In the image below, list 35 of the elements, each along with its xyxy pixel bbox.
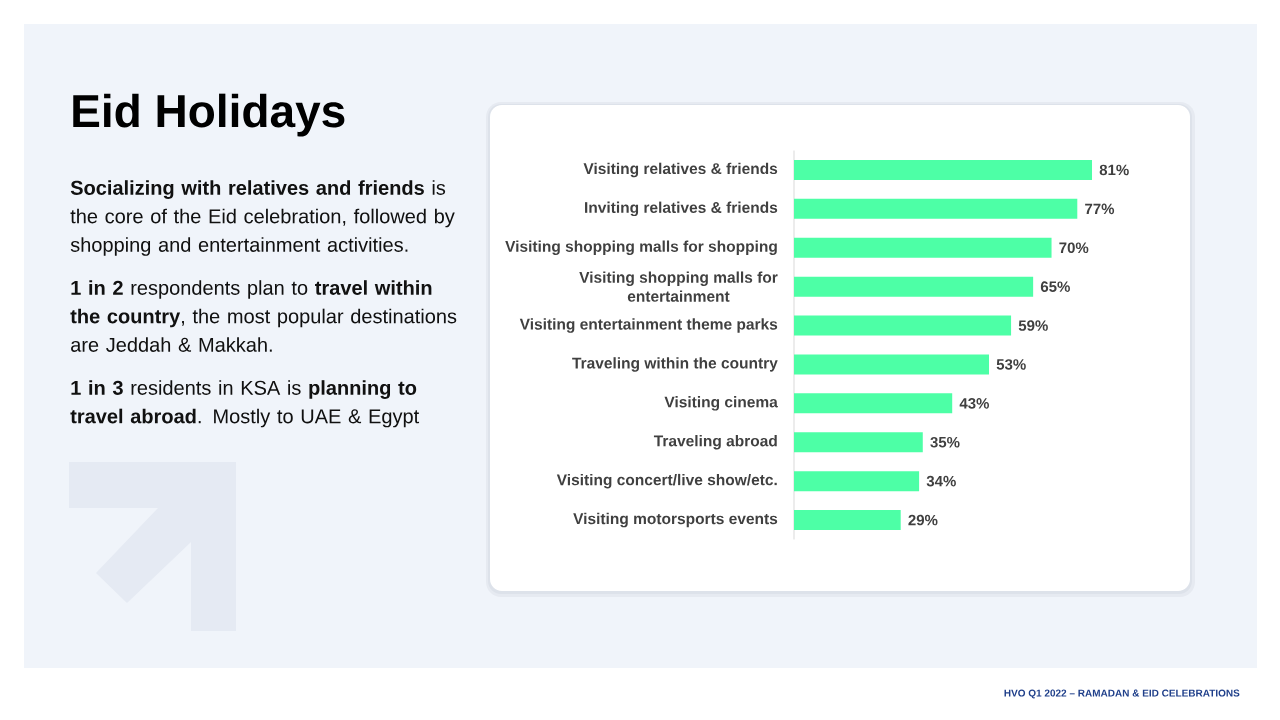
data-label: 53% xyxy=(996,359,1026,370)
data-label: 43% xyxy=(959,398,990,409)
y-tick-label: Visiting cinema xyxy=(664,396,778,411)
bar xyxy=(794,510,901,531)
y-tick-label: Visiting motorsports events xyxy=(573,512,778,528)
text: Socializing with relatives and friends is the core of the Eid celebration, followed by shopping and entertainment activities. xyxy=(70,180,455,256)
text: Eid Holidays xyxy=(73,93,345,137)
y-tick-label: Visiting entertainment theme parks xyxy=(519,318,778,333)
text: 1 in 2 respondents plan to travel within the country, the most popular destinations are Jeddah & Makkah. xyxy=(70,280,457,352)
y-tick-label: Visiting shopping malls for entertainment xyxy=(579,271,778,302)
y-tick-label: Visiting concert/live show/etc. xyxy=(556,473,777,489)
data-label: 70% xyxy=(1059,242,1089,254)
bar xyxy=(794,276,1034,297)
data-label: 34% xyxy=(926,475,956,487)
data-label: 77% xyxy=(1085,203,1115,215)
bar xyxy=(794,393,953,414)
data-label: 29% xyxy=(908,514,938,526)
text: HVO Q1 2022 – RAMADAN & EID CELEBRATIONS xyxy=(1004,689,1240,699)
y-tick-label: Traveling within the country xyxy=(572,357,778,372)
data-label: 59% xyxy=(1018,320,1048,331)
bar xyxy=(794,159,1093,180)
y-tick-label: Inviting relatives & friends xyxy=(585,201,778,217)
data-label: 81% xyxy=(1099,164,1129,176)
data-label: 65% xyxy=(1040,281,1070,292)
bar xyxy=(794,237,1052,258)
bar xyxy=(794,315,1012,336)
y-tick-label: Visiting relatives & friends xyxy=(583,162,778,178)
bar xyxy=(794,432,923,453)
data-label: 35% xyxy=(930,436,960,448)
text: 1 in 3 residents in KSA is planning to travel abroad. Mostly to UAE & Egypt xyxy=(70,380,420,428)
bar xyxy=(794,471,920,492)
y-tick-label: Visiting shopping malls for shopping xyxy=(505,240,777,255)
bar xyxy=(794,354,989,375)
bar xyxy=(794,198,1078,219)
y-tick-label: Traveling abroad xyxy=(653,434,777,450)
